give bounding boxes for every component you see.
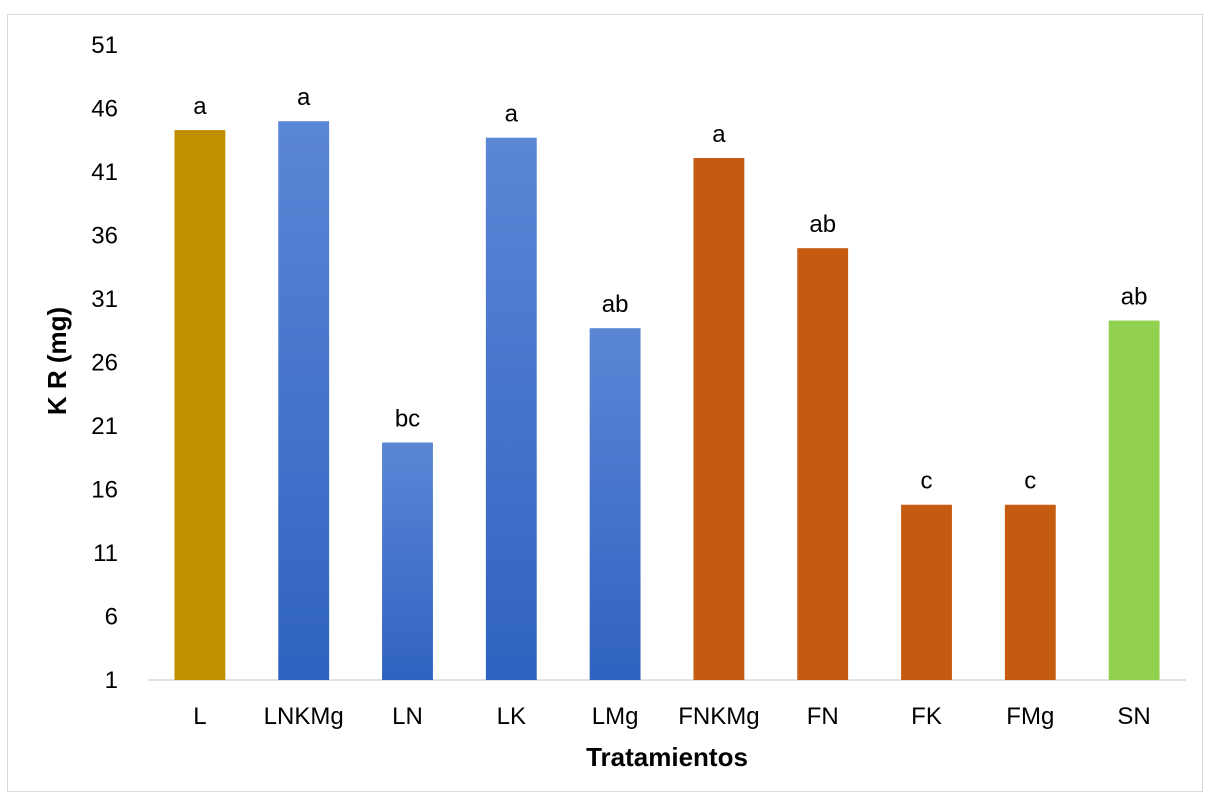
bar-lk [485,137,537,680]
y-tick-label: 26 [91,350,118,377]
category-label-fk: FK [911,703,942,730]
data-label-fk: c [921,468,933,495]
bar-fk [901,504,952,680]
bar-fn [797,248,849,680]
bar-l [174,130,226,681]
y-tick-label: 11 [93,540,118,567]
bar-ln [382,442,433,680]
data-label-fn: ab [809,211,836,238]
y-tick-label: 1 [105,667,118,694]
bar-fmg [1004,504,1056,680]
y-axis-title: K R (mg) [42,307,72,415]
y-tick-label: 51 [91,32,118,59]
category-label-fmg: FMg [1006,703,1054,730]
data-label-sn: ab [1121,284,1148,311]
y-tick-label: 16 [91,477,118,504]
bar-fnkmg [693,158,745,680]
bar-lmg [589,328,641,680]
data-label-fnkmg: a [712,121,726,148]
bar-lnkmg [278,121,330,680]
category-label-lnkmg: LNKMg [264,703,344,730]
category-label-lmg: LMg [592,703,639,730]
bars [174,121,1160,681]
category-label-ln: LN [392,703,423,730]
category-label-l: L [193,703,206,730]
y-tick-label: 36 [91,223,118,250]
data-label-l: a [193,93,207,120]
data-label-ln: bc [395,406,420,433]
category-label-fn: FN [807,703,839,730]
category-label-fnkmg: FNKMg [678,703,759,730]
y-tick-label: 6 [105,604,118,631]
category-label-lk: LK [497,703,526,730]
category-labels: L LNKMg LN LK LMg FNKMg FN FK FMg SN [193,703,1151,730]
category-label-sn: SN [1117,703,1150,730]
data-label-lmg: ab [602,291,629,318]
bar-sn [1108,320,1160,680]
y-tick-label: 31 [91,286,118,313]
y-tick-label: 46 [91,96,118,123]
x-axis-title: Tratamientos [586,742,748,772]
y-tick-label: 41 [91,159,118,186]
data-label-fmg: c [1024,468,1036,495]
data-label-lnkmg: a [297,84,311,111]
data-label-lk: a [505,101,519,128]
y-tick-label: 21 [91,413,118,440]
